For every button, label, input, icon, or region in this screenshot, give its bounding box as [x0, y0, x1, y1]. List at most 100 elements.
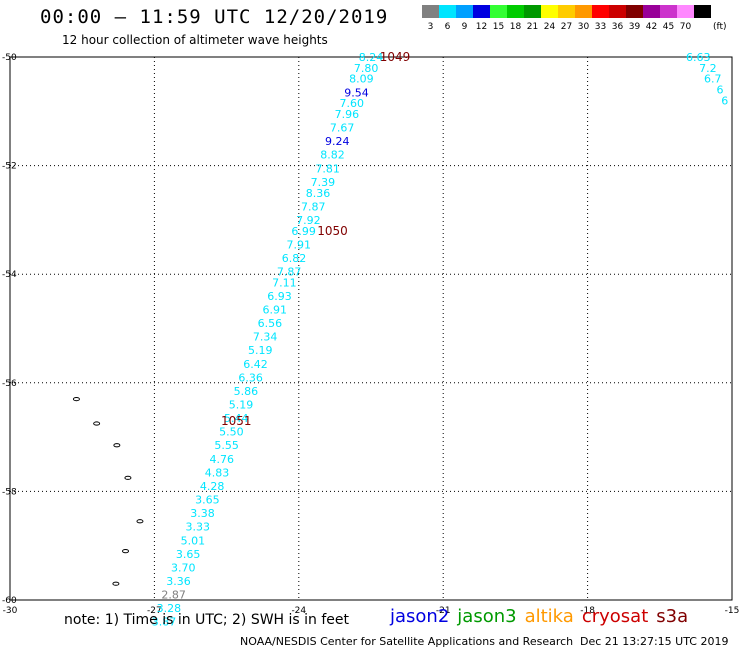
wave-height-value: 8.09	[349, 73, 374, 86]
wave-height-value: 6.63	[686, 51, 711, 64]
wave-height-value: 5.44	[224, 412, 249, 425]
scale-swatch: 21	[524, 5, 541, 32]
wave-height-value: 7.81	[315, 162, 340, 175]
scale-swatch: 15	[490, 5, 507, 32]
satellite-jason2: jason2	[390, 606, 450, 627]
scale-swatch: 27	[558, 5, 575, 32]
track-number-label: 1050	[317, 224, 348, 238]
wave-height-value: 5.55	[214, 439, 239, 452]
scale-color-box	[558, 5, 575, 18]
scale-color-box	[439, 5, 456, 18]
wave-height-value: 6	[721, 94, 728, 107]
wave-height-value: 8.36	[306, 187, 331, 200]
wave-height-value: 4.28	[200, 480, 225, 493]
wave-height-value: 6.56	[258, 317, 283, 330]
satellite-legend: jason2 jason3 altika cryosat s3a	[390, 606, 696, 627]
wave-height-value: 7.67	[330, 122, 355, 135]
scale-color-box	[626, 5, 643, 18]
wave-height-value: 5.19	[229, 399, 254, 412]
y-tick-label: -56	[2, 379, 17, 389]
scale-label: 27	[560, 22, 573, 32]
scale-label: 36	[611, 22, 624, 32]
satellite-altika: altika	[524, 606, 574, 627]
scale-label: 39	[628, 22, 641, 32]
scale-label: 33	[594, 22, 607, 32]
wave-height-value: 6.93	[267, 290, 292, 303]
island-outline	[124, 475, 132, 480]
scale-label: 15	[492, 22, 505, 32]
scale-swatch: 12	[473, 5, 490, 32]
wave-height-value: 6.91	[262, 303, 287, 316]
scale-color-box	[677, 5, 694, 18]
scale-color-box	[643, 5, 660, 18]
wave-height-value: 3.38	[190, 507, 215, 520]
scale-label: 24	[543, 22, 556, 32]
wave-height-value: 7.60	[339, 97, 364, 110]
scale-swatch: 24	[541, 5, 558, 32]
page-title: 00:00 – 11:59 UTC 12/20/2019	[40, 6, 389, 28]
island-outline	[112, 581, 120, 586]
wave-height-value: 3.65	[176, 548, 201, 561]
wave-height-value: 5.19	[248, 344, 273, 357]
scale-label: 21	[526, 22, 539, 32]
wave-height-value: 7.39	[311, 176, 336, 189]
color-scale-legend: 3 6 9 12 15 18 21 24 27 30 33 36 39 42 45 70 (ft)	[422, 5, 727, 32]
scale-color-box	[541, 5, 558, 18]
x-tick-label: -18	[580, 606, 595, 616]
island-outline	[93, 421, 101, 426]
y-tick-label: -52	[2, 162, 17, 172]
wave-height-value: 8.24	[359, 51, 384, 64]
x-tick-label: -21	[436, 606, 451, 616]
scale-swatch: 36	[609, 5, 626, 32]
timestamp: Dec 21 13:27:15 UTC 2019	[580, 635, 729, 648]
wave-height-value: 7.80	[354, 62, 379, 75]
wave-height-value: 7.92	[296, 214, 321, 227]
island-outline	[72, 396, 80, 402]
scale-swatch: 42	[643, 5, 660, 32]
scale-swatch: 9	[456, 5, 473, 32]
scale-color-box	[694, 5, 711, 18]
scale-label: 9	[461, 22, 468, 32]
wave-height-value: 6.82	[282, 252, 307, 265]
scale-label: 6	[444, 22, 451, 32]
wave-height-value: 3.87	[152, 616, 177, 629]
scale-color-box	[592, 5, 609, 18]
wave-height-value: 7.34	[253, 331, 278, 344]
wave-height-value: 4.76	[210, 453, 235, 466]
scale-color-box	[524, 5, 541, 18]
wave-height-value: 5.50	[219, 426, 244, 439]
wave-height-value: 5.86	[234, 385, 259, 398]
scale-color-box	[422, 5, 439, 18]
x-tick-label: -15	[725, 606, 740, 616]
scale-unit: (ft)	[713, 22, 727, 32]
scale-swatch: 33	[592, 5, 609, 32]
y-tick-label: -58	[2, 487, 17, 497]
wave-height-value: 3.36	[166, 575, 191, 588]
scale-swatch: 18	[507, 5, 524, 32]
scale-label: 42	[645, 22, 658, 32]
wave-height-value: 7.96	[335, 108, 360, 121]
wave-height-value: 4.83	[205, 466, 230, 479]
scale-label: 12	[475, 22, 488, 32]
wave-height-value: 9.54	[344, 86, 369, 99]
wave-height-value: 3.28	[157, 602, 182, 615]
track-number-label: 1051	[221, 414, 252, 428]
scale-label: 3	[427, 22, 434, 32]
wave-height-value: 3.65	[195, 494, 220, 507]
satellite-s3a: s3a	[656, 606, 689, 627]
scale-swatch: 30	[575, 5, 592, 32]
scale-swatch: 3	[422, 5, 439, 32]
map-frame	[9, 56, 733, 601]
scale-color-box	[473, 5, 490, 18]
wave-height-value: 6	[716, 84, 723, 97]
track-number-label: 1049	[380, 50, 411, 64]
x-tick-label: -27	[147, 606, 162, 616]
island-outline	[113, 443, 121, 448]
y-tick-label: -60	[2, 596, 17, 606]
wave-height-value: 9.24	[325, 135, 350, 148]
credit-text: NOAA/NESDIS Center for Satellite Applica…	[240, 635, 574, 648]
y-tick-label: -54	[2, 270, 17, 280]
wave-height-value: 3.70	[171, 561, 196, 574]
scale-color-box	[490, 5, 507, 18]
scale-color-box	[456, 5, 473, 18]
